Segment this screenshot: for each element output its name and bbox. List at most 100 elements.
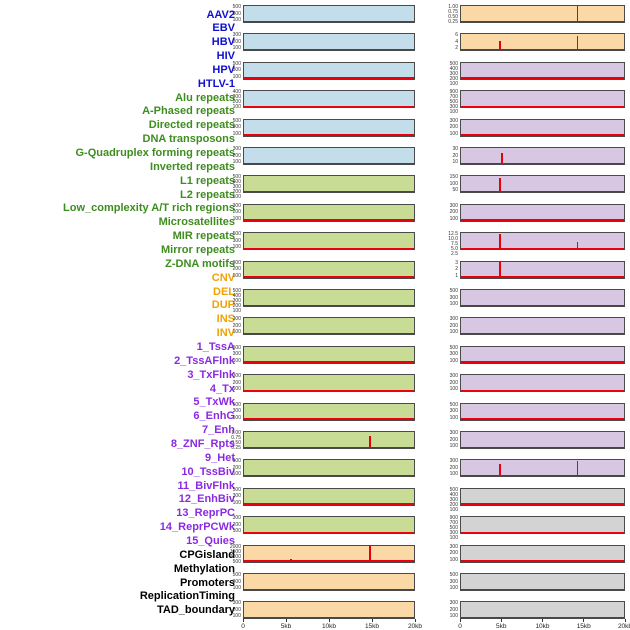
x-tick-label: 20kb [617, 622, 630, 630]
row-label: 1_TssA [196, 341, 235, 354]
x-tick-mark [624, 619, 626, 623]
row-label: 4_Tx [209, 382, 235, 395]
track-panel [243, 573, 415, 591]
y-tick-label: 300 [449, 578, 458, 585]
y-axis-ticks: 500 300 100 [435, 289, 458, 307]
y-tick-label: 100 [449, 109, 458, 116]
y-tick-label: 100 [232, 585, 241, 591]
y-tick-label: 500 [449, 99, 458, 106]
y-tick-label: 500 [232, 486, 241, 493]
y-axis-ticks: 150 100 50 [435, 175, 458, 193]
density-baseline [244, 49, 414, 51]
x-tick-label: 20kb [407, 622, 423, 630]
y-tick-label: 1.00 [231, 430, 241, 436]
y-tick-label: 300 [232, 202, 241, 209]
y-axis-ticks: 500 400 300 200 100 [435, 61, 458, 86]
y-tick-label: 2 [455, 266, 458, 273]
density-peak [576, 6, 579, 22]
density-peak [576, 36, 579, 51]
row-label: 2_TssAFlnk [174, 354, 235, 367]
y-tick-label: 400 [449, 491, 458, 498]
y-tick-label: 100 [232, 613, 241, 620]
y-tick-label: 200 [449, 75, 458, 82]
track-panel [460, 459, 625, 478]
track-panel [243, 5, 415, 23]
y-tick-label: 100 [232, 471, 241, 478]
density-baseline [461, 361, 624, 363]
y-tick-label: 700 [449, 520, 458, 527]
density-baseline [461, 333, 624, 335]
y-tick-label: 30 [452, 146, 458, 152]
density-peak [499, 262, 501, 278]
row-label: 12_EnhBiv [178, 493, 235, 506]
row-label: HPV [212, 63, 235, 76]
y-tick-label: 500 [449, 486, 458, 493]
y-axis-ticks: 500 300 100 [218, 61, 241, 80]
row-label: G-Quadruplex forming repeats [75, 147, 235, 160]
row-label: 7_Enh [201, 424, 235, 437]
y-tick-label: 900 [449, 89, 458, 96]
density-baseline [244, 219, 414, 221]
row-label: L1 repeats [179, 174, 235, 187]
density-peak [500, 153, 503, 164]
y-tick-label: 200 [449, 464, 458, 471]
y-axis-ticks: 500 300 100 [218, 5, 241, 23]
y-tick-label: 0.75 [448, 9, 458, 15]
y-tick-label: 400 [232, 293, 241, 299]
y-axis-ticks: 500 400 300 200 100 [218, 289, 241, 314]
y-axis-ticks: 500 300 100 [435, 401, 458, 421]
y-tick-label: 300 [449, 430, 458, 436]
track-panel [460, 573, 625, 591]
track-panel [460, 118, 625, 137]
density-baseline [244, 162, 414, 164]
y-tick-label: 500 [232, 558, 241, 565]
y-axis-ticks: 300 200 100 [218, 516, 241, 534]
y-axis-ticks: 500 300 100 [218, 402, 241, 421]
density-baseline [244, 105, 414, 108]
y-tick-label: 300 [232, 237, 241, 244]
density-peak [369, 435, 371, 448]
y-tick-label: 100 [449, 357, 458, 364]
track-panel [460, 203, 625, 222]
density-baseline [244, 531, 414, 534]
density-baseline [461, 475, 624, 477]
row-label: HIV [216, 50, 235, 63]
track-panel [243, 175, 415, 194]
density-baseline [461, 105, 624, 108]
y-tick-label: 300 [449, 458, 458, 465]
x-tick-mark [542, 619, 543, 623]
density-baseline [461, 247, 624, 250]
row-label: Directed repeats [148, 119, 235, 132]
y-axis-ticks: 300 200 100 [435, 459, 458, 477]
density-baseline [244, 77, 414, 79]
density-baseline [244, 276, 414, 278]
y-tick-label: 20 [452, 152, 458, 159]
row-label: 8_ZNF_Rpts [170, 438, 235, 451]
row-label: HTLV-1 [197, 77, 235, 90]
y-tick-label: 500 [449, 401, 458, 408]
x-tick-mark [459, 619, 461, 623]
y-axis-ticks: 900 700 500 300 100 [435, 89, 458, 115]
row-label: CNV [211, 271, 235, 284]
row-label: 10_TssBiv [181, 465, 235, 478]
row-label: CPGisland [179, 548, 235, 561]
y-axis-ticks: 500 300 100 [435, 573, 458, 591]
y-tick-label: 200 [232, 521, 241, 528]
y-axis-ticks: 1.00 0.75 0.50 0.25 [218, 430, 241, 451]
density-baseline [461, 276, 624, 278]
row-label: MIR repeats [172, 230, 235, 243]
x-tick-mark [285, 619, 287, 623]
y-tick-label: 300 [232, 458, 241, 465]
row-label: 13_ReprPC [176, 507, 235, 520]
y-tick-label: 400 [232, 179, 241, 186]
y-tick-label: 200 [232, 189, 241, 196]
y-tick-label: 100 [449, 130, 458, 137]
density-baseline [244, 191, 414, 193]
track-panel [243, 374, 415, 393]
y-tick-label: 300 [449, 373, 458, 380]
density-baseline [244, 333, 414, 335]
x-tick-label: 0 [241, 622, 245, 630]
y-tick-label: 100 [449, 180, 458, 187]
